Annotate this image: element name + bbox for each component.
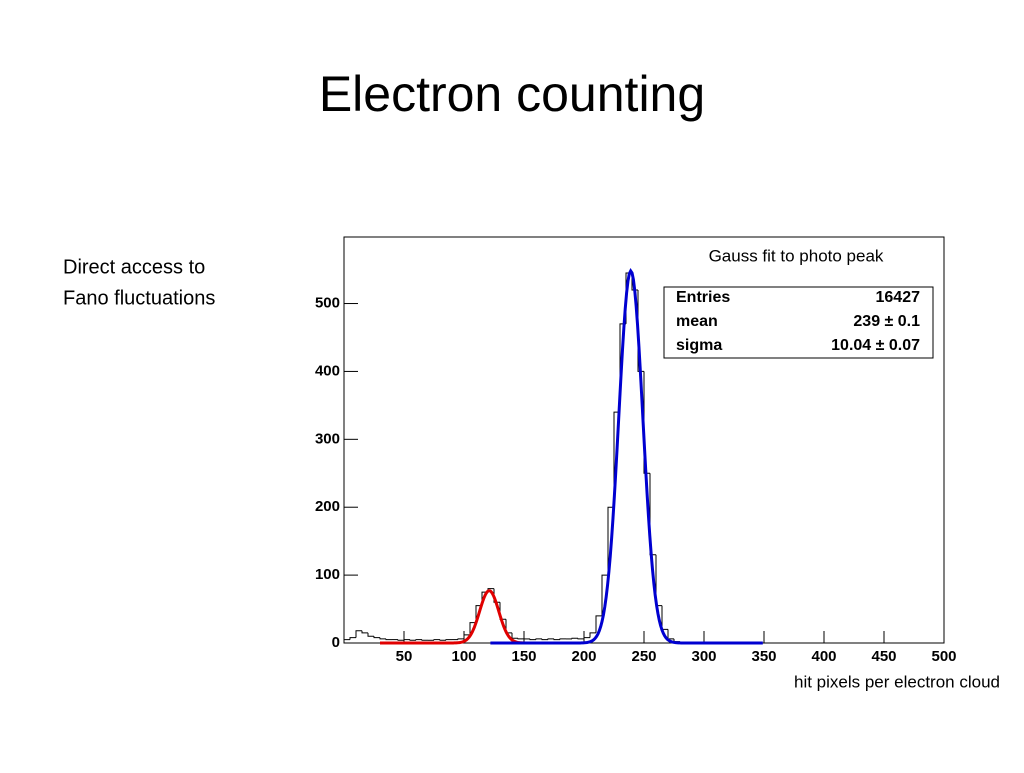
histogram-bin bbox=[415, 639, 422, 641]
fit-curve bbox=[490, 268, 763, 645]
histogram-bin bbox=[595, 615, 602, 633]
slide-title: Electron counting bbox=[319, 66, 705, 122]
histogram-bin bbox=[607, 506, 614, 576]
histogram-bin bbox=[373, 636, 380, 639]
histogram-bin bbox=[547, 638, 554, 640]
y-tick-label: 400 bbox=[315, 362, 340, 379]
histogram-bin bbox=[433, 639, 440, 641]
histogram-bin bbox=[643, 371, 650, 474]
x-tick-label: 450 bbox=[871, 648, 896, 665]
x-tick-label: 400 bbox=[811, 648, 836, 665]
stats-label: sigma bbox=[676, 337, 722, 354]
histogram-bin bbox=[421, 639, 428, 641]
stats-value: 239 ± 0.1 bbox=[853, 313, 920, 330]
histogram-bin bbox=[589, 632, 596, 638]
histogram-bin bbox=[355, 630, 362, 638]
stats-value: 10.04 ± 0.07 bbox=[831, 337, 920, 354]
histogram-bin bbox=[349, 637, 356, 640]
histogram-bin bbox=[493, 588, 500, 603]
histogram-bin bbox=[571, 637, 578, 639]
histogram-bin bbox=[439, 639, 446, 641]
y-tick-label: 300 bbox=[315, 430, 340, 447]
histogram-bin bbox=[403, 639, 410, 641]
histogram-bin bbox=[601, 574, 608, 616]
slide-text: Fano fluctuations bbox=[63, 287, 215, 309]
x-tick-label: 200 bbox=[571, 648, 596, 665]
stats-value: 16427 bbox=[876, 289, 921, 306]
histogram-bin bbox=[379, 637, 386, 640]
x-tick-label: 250 bbox=[631, 648, 656, 665]
histogram-bin bbox=[511, 632, 518, 639]
x-tick-label: 50 bbox=[396, 648, 413, 665]
histogram-bin bbox=[361, 630, 368, 634]
histogram-bin bbox=[457, 638, 464, 640]
histogram-bin bbox=[463, 634, 470, 639]
fit-curve bbox=[380, 589, 525, 645]
histogram-bin bbox=[577, 638, 584, 640]
histogram-bin bbox=[343, 639, 350, 643]
histogram-bin bbox=[535, 638, 542, 640]
slide-text: Direct access to bbox=[63, 256, 205, 278]
stats-label: Entries bbox=[676, 289, 730, 306]
x-tick-label: 150 bbox=[511, 648, 536, 665]
histogram-bin bbox=[541, 638, 548, 641]
stats-label: mean bbox=[676, 313, 718, 330]
x-tick-label: 300 bbox=[691, 648, 716, 665]
x-tick-label: 350 bbox=[751, 648, 776, 665]
histogram-bin bbox=[553, 638, 560, 641]
x-tick-label: 100 bbox=[451, 648, 476, 665]
histogram-bin bbox=[397, 639, 404, 641]
histogram-bin bbox=[583, 637, 590, 639]
y-tick-label: 500 bbox=[315, 295, 340, 312]
histogram-bin bbox=[559, 638, 566, 640]
x-tick-label: 500 bbox=[931, 648, 956, 665]
histogram-bin bbox=[667, 629, 674, 640]
x-axis-label: hit pixels per electron cloud bbox=[794, 672, 1000, 691]
histogram-bin bbox=[517, 638, 524, 640]
histogram-bin bbox=[469, 622, 476, 635]
histogram-bin bbox=[409, 639, 416, 641]
chart-title: Gauss fit to photo peak bbox=[709, 246, 884, 265]
stats-box bbox=[663, 286, 934, 359]
histogram-bin bbox=[445, 639, 452, 641]
y-tick-label: 0 bbox=[332, 634, 340, 651]
histogram-bin bbox=[661, 605, 668, 630]
y-tick-label: 200 bbox=[315, 498, 340, 515]
histogram-bin bbox=[385, 638, 392, 641]
histogram-bin bbox=[529, 638, 536, 641]
histogram-bin bbox=[367, 632, 374, 637]
y-tick-label: 100 bbox=[315, 566, 340, 583]
